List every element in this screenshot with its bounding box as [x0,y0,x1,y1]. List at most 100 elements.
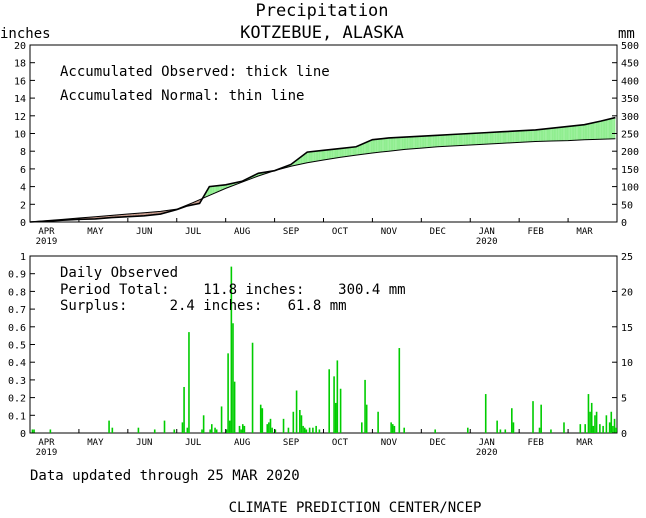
accum-fill-segment [375,139,378,153]
accum-fill-segment [408,136,410,150]
daily-precip-bar [137,427,140,433]
accum-fill-segment [613,117,616,139]
bottom-annotation-heading: Daily Observed [60,265,178,281]
accum-fill-segment [528,130,531,142]
x-tick-label: FEB [527,227,543,237]
daily-precip-bar [302,425,304,433]
y-tick-label: 0.4 [8,358,26,369]
y-tick-label: 25 [621,252,633,263]
accum-fill-segment [502,131,505,144]
daily-precip-bar [333,376,335,433]
accum-fill-segment [556,127,559,141]
accum-fill-segment [494,132,497,144]
y-tick-label: 450 [621,59,639,70]
accum-fill-segment [434,135,437,148]
accum-fill-segment [568,126,570,141]
y-tick-label: 0.8 [8,287,26,298]
accum-fill-segment [310,151,313,163]
accum-fill-segment [612,117,614,139]
daily-precip-bar [504,429,507,433]
x-tick-label: AUG [234,438,250,448]
y-tick-label: 350 [621,94,639,105]
y-tick-label: 100 [621,183,639,194]
accum-fill-segment [442,134,445,147]
accum-fill-segment [514,131,516,143]
accum-fill-segment [450,134,453,147]
accum-fill-segment [331,149,334,159]
accum-fill-segment [343,148,345,157]
daily-precip-bar [613,418,616,433]
daily-precip-bar [590,402,593,433]
daily-precip-bar [615,427,617,433]
daily-precip-bar [538,427,541,433]
y-tick-label: 0.2 [8,394,26,405]
daily-precip-bar [209,429,211,433]
y-tick-label: 0 [621,218,627,229]
accum-fill-segment [339,148,342,158]
daily-precip-bar [499,429,502,433]
accum-fill-segment [330,149,332,159]
daily-precip-bar [227,353,229,433]
daily-precip-bar [434,429,436,433]
accum-fill-segment [532,130,534,142]
x-tick-label: AUG [234,227,250,237]
accum-fill-segment [491,132,494,144]
accum-fill-segment [541,129,544,142]
x-year-label: 2020 [476,237,498,247]
accum-fill-segment [509,131,512,143]
accum-fill-segment [444,134,446,147]
daily-precip-bar [391,424,394,433]
accum-fill-segment [519,130,521,143]
x-year-label: 2019 [36,237,58,247]
accum-fill-segment [561,126,564,141]
accum-fill-segment [537,129,539,142]
x-tick-label: OCT [332,438,349,448]
x-tick-label: MAR [576,227,593,237]
y-tick-label: 20 [14,41,26,52]
daily-precip-bar [484,394,487,433]
y-tick-label: 1 [20,252,26,263]
y-tick-label: 5 [621,394,627,405]
accum-fill-segment [481,132,484,145]
daily-precip-bar [587,394,590,433]
daily-precip-bar [225,429,228,433]
accum-fill-segment [577,125,580,141]
accum-fill-segment [564,126,567,141]
daily-precip-bar [33,429,35,433]
daily-precip-bar [215,429,218,433]
x-tick-label: MAY [87,227,104,237]
accum-fill-segment [437,135,440,147]
y-tick-label: 500 [621,41,639,52]
accum-fill-segment [522,130,525,143]
accum-fill-segment [405,136,407,150]
daily-precip-bar [173,429,176,433]
accum-fill-segment [421,136,423,149]
daily-precip-bar [599,424,601,433]
accum-fill-segment [480,132,482,145]
accum-fill-segment [543,128,546,142]
accum-fill-segment [538,129,541,142]
daily-precip-bar [305,429,308,433]
accum-fill-segment [387,137,389,152]
daily-precip-bar [602,425,604,433]
accum-fill-segment [377,138,379,153]
accum-fill-segment [303,153,306,164]
accum-fill-segment [372,139,375,153]
accum-fill-segment [483,132,485,145]
daily-precip-bar [282,418,285,433]
daily-precip-bar [111,427,114,433]
x-tick-label: DEC [430,438,446,448]
y-tick-label: 2 [20,200,26,211]
accum-fill-segment [222,185,225,190]
y-tick-label: 14 [14,94,26,105]
accum-fill-segment [403,137,406,150]
accum-fill-segment [414,136,417,149]
y-tick-label: 4 [20,183,26,194]
daily-precip-bar [496,420,498,433]
accum-fill-segment [582,124,585,140]
accum-fill-segment [323,150,326,161]
daily-precip-bar [49,429,52,433]
daily-precip-bar [361,422,363,433]
accum-fill-segment [594,122,596,140]
